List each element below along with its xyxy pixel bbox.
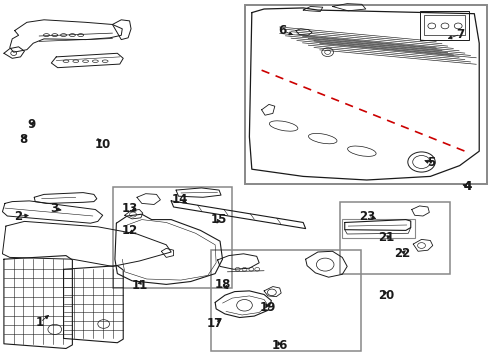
Text: 16: 16 <box>271 339 287 352</box>
Text: 4: 4 <box>463 180 471 193</box>
Text: 20: 20 <box>377 289 394 302</box>
Text: 10: 10 <box>94 138 111 150</box>
Bar <box>342 219 414 238</box>
Text: 12: 12 <box>121 224 138 237</box>
Bar <box>424 15 464 35</box>
Text: 14: 14 <box>171 193 188 206</box>
Bar <box>211 250 360 351</box>
Text: 11: 11 <box>131 279 147 292</box>
Text: 15: 15 <box>210 213 227 226</box>
Text: 1: 1 <box>36 316 44 329</box>
Bar <box>339 202 449 274</box>
Text: 22: 22 <box>393 247 409 260</box>
Bar <box>113 187 232 288</box>
Text: 19: 19 <box>259 301 276 314</box>
Text: 9: 9 <box>28 118 36 131</box>
Text: 7: 7 <box>456 28 464 41</box>
Text: 17: 17 <box>206 317 223 330</box>
Text: 6: 6 <box>278 24 286 37</box>
Bar <box>245 5 486 184</box>
Text: 18: 18 <box>214 278 230 291</box>
Text: 2: 2 <box>15 210 22 222</box>
Bar <box>419 11 468 40</box>
Text: 5: 5 <box>427 156 434 169</box>
Text: 4: 4 <box>463 180 471 193</box>
Text: 23: 23 <box>359 210 375 222</box>
Text: 13: 13 <box>121 202 138 215</box>
Text: 21: 21 <box>377 231 394 244</box>
Text: 3: 3 <box>50 202 58 215</box>
Text: 8: 8 <box>19 133 27 146</box>
